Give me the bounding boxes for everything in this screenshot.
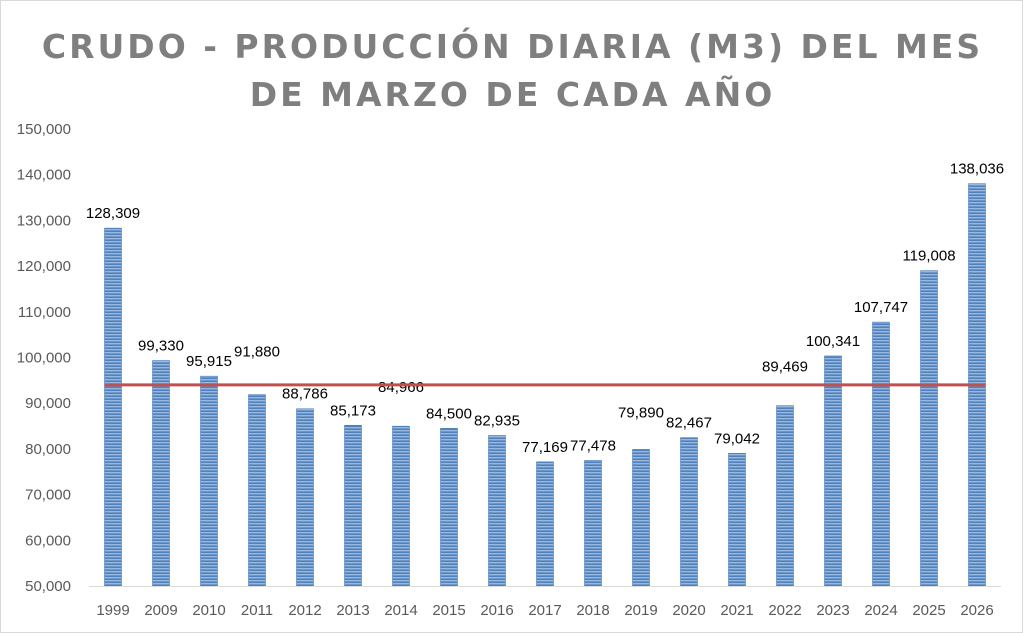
data-label: 119,008	[902, 248, 955, 265]
data-label: 79,890	[618, 404, 664, 421]
x-tick-label: 2020	[672, 602, 705, 619]
y-tick-label: 80,000	[25, 441, 71, 458]
bar	[152, 360, 170, 587]
data-label: 82,935	[474, 412, 520, 429]
y-tick-label: 130,000	[17, 212, 71, 229]
data-label: 84,500	[426, 405, 472, 422]
bar	[728, 452, 746, 587]
bar	[440, 428, 458, 587]
x-tick-label: 2025	[912, 602, 945, 619]
y-tick-label: 110,000	[18, 304, 71, 321]
y-tick-label: 70,000	[25, 487, 71, 504]
x-tick-label: 2012	[288, 602, 321, 619]
chart-title-line-1: CRUDO - PRODUCCIÓN DIARIA (M3) DEL MES	[41, 27, 984, 66]
x-tick-label: 2018	[576, 602, 609, 619]
x-tick-label: 2016	[480, 602, 513, 619]
bar	[344, 424, 362, 587]
x-tick-label: 2011	[241, 602, 273, 619]
data-label: 88,786	[282, 386, 328, 403]
bar	[248, 394, 266, 587]
y-tick-label: 50,000	[25, 578, 71, 595]
y-tick-label: 60,000	[25, 532, 71, 549]
x-axis-tick-labels: 1999 2009 2010 2011 2012 2013 2014 2015 2016 2017…	[96, 602, 993, 619]
bar	[776, 405, 794, 587]
chart-title-line-2: DE MARZO DE CADA AÑO	[249, 75, 776, 114]
data-label: 138,036	[950, 161, 1004, 178]
data-label: 99,330	[138, 338, 184, 355]
x-tick-label: 2023	[816, 602, 849, 619]
x-tick-label: 2026	[960, 602, 993, 619]
bar	[872, 321, 890, 587]
data-label: 84,966	[378, 379, 424, 396]
x-tick-label: 2009	[144, 602, 177, 619]
bar	[392, 425, 410, 587]
x-tick-label: 2024	[864, 602, 897, 619]
data-label: 77,478	[570, 437, 616, 454]
bar	[536, 461, 554, 587]
x-tick-label: 1999	[96, 602, 129, 619]
x-tick-label: 2015	[432, 602, 465, 619]
data-label: 91,880	[234, 344, 280, 361]
y-axis-tick-labels: 50,000 60,000 70,000 80,000 90,000 100,000 110…	[17, 121, 71, 595]
y-tick-label: 90,000	[25, 395, 71, 412]
bar	[200, 375, 218, 587]
data-label: 100,341	[806, 333, 860, 350]
x-tick-label: 2022	[768, 602, 801, 619]
bar	[680, 437, 698, 587]
data-label: 89,469	[762, 359, 808, 376]
x-tick-label: 2021	[720, 602, 753, 619]
bar	[632, 449, 650, 587]
x-tick-label: 2017	[528, 602, 561, 619]
data-label: 95,915	[186, 353, 232, 370]
data-label: 79,042	[714, 430, 760, 447]
bar	[920, 270, 938, 587]
data-label: 82,467	[666, 415, 712, 432]
y-tick-label: 150,000	[17, 121, 71, 138]
data-label: 128,309	[86, 205, 140, 222]
x-tick-label: 2014	[384, 602, 417, 619]
chart-title: CRUDO - PRODUCCIÓN DIARIA (M3) DEL MES D…	[1, 23, 1023, 119]
data-label: 77,169	[522, 439, 568, 456]
y-tick-label: 120,000	[17, 258, 71, 275]
y-tick-label: 100,000	[17, 350, 71, 367]
data-label: 85,173	[330, 402, 376, 419]
x-tick-label: 2019	[624, 602, 657, 619]
bar	[104, 227, 122, 587]
x-tick-label: 2010	[192, 602, 225, 619]
bar	[824, 355, 842, 587]
data-label: 107,747	[854, 299, 908, 316]
bar	[584, 460, 602, 587]
bar	[488, 435, 506, 587]
bar	[296, 408, 314, 587]
x-tick-label: 2013	[336, 602, 369, 619]
data-labels: 128,30999,33095,91591,88088,78685,17384,…	[86, 161, 1004, 456]
y-tick-label: 140,000	[17, 167, 71, 184]
